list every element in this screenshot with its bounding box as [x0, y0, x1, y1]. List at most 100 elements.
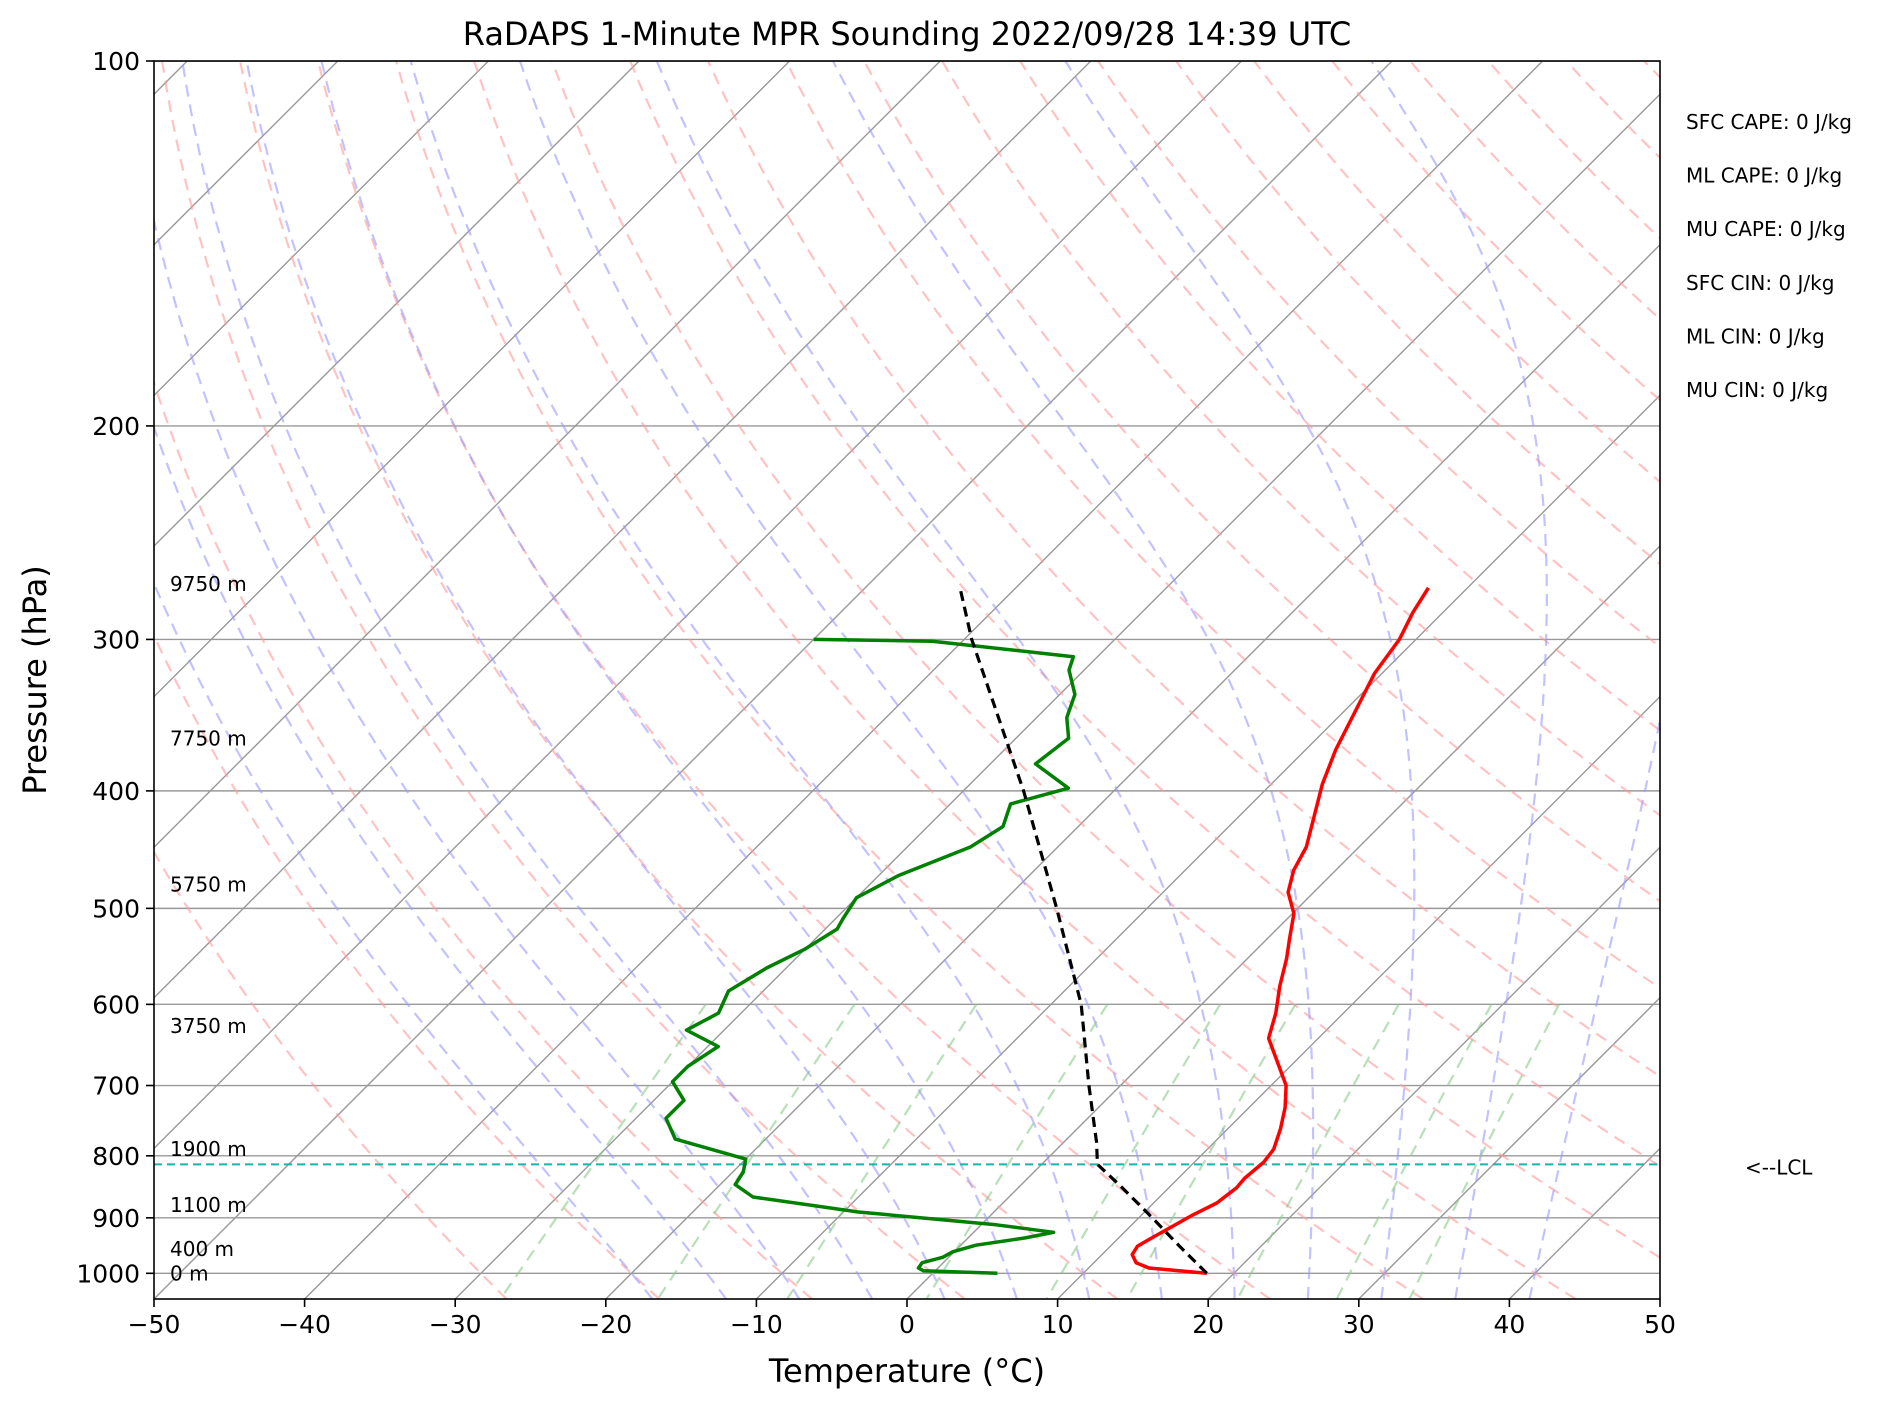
- y-tick-label: 300: [92, 625, 140, 654]
- dry-adiabat: [1331, 61, 1660, 402]
- y-tick-label: 400: [92, 777, 140, 806]
- moist-adiabat: [409, 61, 1091, 1299]
- y-tick-label: 100: [92, 47, 140, 76]
- isotherm-line: [154, 61, 489, 397]
- sounding-traces: [664, 586, 1430, 1276]
- mixing-ratio-line: [1126, 1003, 1297, 1299]
- height-labels: 9750 m 7750 m 5750 m 3750 m 1900 m 1100 m 400 …: [170, 572, 247, 1285]
- temperature-trace: [1130, 586, 1430, 1276]
- stat-line: SFC CAPE: 0 J/kg: [1686, 110, 1852, 134]
- y-tick-label: 200: [92, 412, 140, 441]
- height-label: 5750 m: [170, 873, 247, 897]
- isotherm-line: [755, 394, 1660, 1299]
- isotherm-line: [1057, 695, 1660, 1299]
- isotherm-line: [154, 61, 1242, 1150]
- dry-adiabat: [863, 61, 1660, 903]
- height-label: 1100 m: [170, 1193, 247, 1217]
- chart-title: RaDAPS 1-Minute MPR Sounding 2022/09/28 …: [463, 15, 1351, 53]
- isotherm-line: [454, 93, 1660, 1299]
- moist-adiabat: [1528, 715, 1660, 1299]
- stat-line: MU CIN: 0 J/kg: [1686, 378, 1828, 402]
- isotherm-line: [154, 61, 791, 698]
- mixing-ratio-line: [925, 1003, 1109, 1299]
- height-label: 0 m: [170, 1261, 209, 1285]
- isotherm-line: [154, 61, 640, 547]
- stat-line: MU CAPE: 0 J/kg: [1686, 217, 1846, 241]
- y-tick-label: 900: [92, 1204, 140, 1233]
- height-label: 1900 m: [170, 1137, 247, 1161]
- stats-panel: SFC CAPE: 0 J/kg ML CAPE: 0 J/kg MU CAPE: …: [1686, 110, 1852, 402]
- x-tick-label: 40: [1493, 1310, 1525, 1339]
- y-tick-label: 1000: [76, 1259, 140, 1288]
- dry-adiabat: [1019, 61, 1660, 732]
- dry-adiabat: [1565, 61, 1660, 160]
- height-label: 9750 m: [170, 572, 247, 596]
- background-lines: [154, 61, 1660, 1299]
- dry-adiabat: [154, 632, 661, 1299]
- height-label: 7750 m: [170, 726, 247, 750]
- moist-adiabat: [181, 61, 874, 1299]
- dry-adiabat: [1487, 61, 1660, 240]
- isotherm-line: [304, 61, 1544, 1299]
- mixing-ratio-line: [499, 1003, 707, 1299]
- mixing-ratio-line: [1236, 1003, 1400, 1299]
- x-axis-label: Temperature (°C): [768, 1352, 1045, 1390]
- isotherm-line: [154, 61, 1092, 999]
- x-tick-label: 20: [1192, 1310, 1224, 1339]
- dry-adiabat: [154, 850, 508, 1299]
- axes: −50 −40 −30 −20 −10 0 10 20 30 40 50 100 200 300 400 50…: [76, 47, 1676, 1339]
- moist-adiabat: [1370, 61, 1548, 1299]
- dry-adiabat: [161, 61, 966, 1299]
- isotherm-line: [906, 545, 1660, 1299]
- isotherm-line: [605, 243, 1660, 1299]
- dry-adiabat: [154, 379, 813, 1299]
- dry-adiabat: [1175, 61, 1660, 566]
- isotherm-line: [1659, 1298, 1660, 1299]
- x-tick-label: −40: [278, 1310, 331, 1339]
- dry-adiabat: [551, 61, 1660, 1259]
- mixing-ratio-line: [1335, 1003, 1493, 1299]
- isotherm-line: [154, 61, 941, 849]
- x-tick-label: 0: [899, 1310, 915, 1339]
- dry-adiabat: [395, 61, 1424, 1299]
- moist-adiabat: [154, 424, 728, 1299]
- height-label: 400 m: [170, 1237, 234, 1261]
- dewpoint-trace: [664, 637, 1077, 1276]
- x-tick-label: −10: [730, 1310, 783, 1339]
- mixing-ratio-line: [786, 1003, 978, 1299]
- moist-adiabat: [154, 580, 654, 1299]
- dry-adiabat: [1409, 61, 1660, 321]
- x-tick-label: 50: [1644, 1310, 1676, 1339]
- moist-adiabat: [245, 61, 946, 1299]
- x-tick-label: 10: [1042, 1310, 1074, 1339]
- x-tick-label: −50: [128, 1310, 181, 1339]
- dry-adiabat: [1253, 61, 1660, 484]
- dry-adiabat: [1643, 61, 1660, 79]
- mixing-ratio-line: [1408, 1003, 1561, 1299]
- x-tick-label: −30: [429, 1310, 482, 1339]
- stat-line: SFC CIN: 0 J/kg: [1686, 271, 1834, 295]
- x-tick-label: 30: [1343, 1310, 1375, 1339]
- moist-adiabat: [1064, 61, 1416, 1299]
- dry-adiabat: [785, 61, 1660, 990]
- moist-adiabat: [154, 216, 801, 1299]
- dry-adiabat: [629, 61, 1660, 1168]
- height-label: 3750 m: [170, 1014, 247, 1038]
- dry-adiabat: [707, 61, 1660, 1078]
- y-axis-label: Pressure (hPa): [16, 565, 54, 795]
- dry-adiabat: [239, 61, 1119, 1299]
- moist-adiabat: [655, 61, 1236, 1299]
- x-tick-label: −20: [579, 1310, 632, 1339]
- y-tick-label: 500: [92, 894, 140, 923]
- y-tick-label: 700: [92, 1072, 140, 1101]
- isotherm-line: [1207, 846, 1660, 1299]
- isotherm-line: [1358, 996, 1660, 1299]
- y-tick-label: 800: [92, 1142, 140, 1171]
- dry-adiabat: [941, 61, 1660, 817]
- y-tick-label: 600: [92, 990, 140, 1019]
- parcel-trace: [958, 587, 1208, 1275]
- lcl-label: <--LCL: [1745, 1155, 1813, 1179]
- moist-adiabat: [320, 61, 1018, 1299]
- dry-adiabat: [1097, 61, 1660, 649]
- stat-line: ML CIN: 0 J/kg: [1686, 324, 1825, 348]
